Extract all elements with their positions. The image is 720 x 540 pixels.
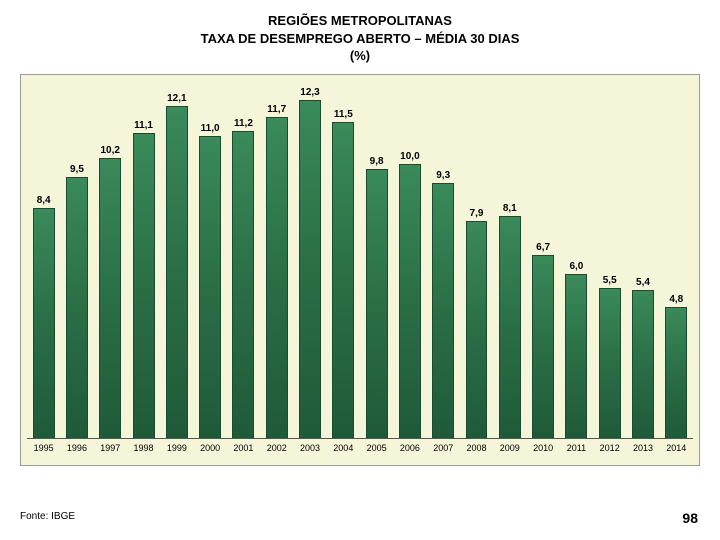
bar-wrap: 6,7: [526, 81, 559, 439]
bar: [466, 221, 488, 439]
bar-value-label: 4,8: [669, 294, 683, 305]
x-axis-label: 1996: [60, 443, 93, 461]
bar-wrap: 8,1: [493, 81, 526, 439]
bar: [33, 208, 55, 439]
x-axis-label: 2003: [293, 443, 326, 461]
x-axis-label: 2004: [327, 443, 360, 461]
x-axis-label: 1998: [127, 443, 160, 461]
bar-value-label: 10,2: [101, 145, 120, 156]
x-axis-label: 2000: [193, 443, 226, 461]
bar: [432, 183, 454, 439]
bar: [99, 158, 121, 439]
bar-value-label: 6,0: [569, 261, 583, 272]
x-axis-label: 1997: [94, 443, 127, 461]
bar-value-label: 10,0: [400, 151, 419, 162]
bar-value-label: 12,3: [300, 87, 319, 98]
bar-value-label: 5,4: [636, 277, 650, 288]
plot-region: 8,4 9,5 10,2 11,1 12,1 11,0 11,2 11,7 12,3 11,5 9,…: [27, 81, 693, 439]
bar-wrap: 12,1: [160, 81, 193, 439]
bar-value-label: 9,3: [436, 170, 450, 181]
x-axis-label: 1999: [160, 443, 193, 461]
bar-wrap: 4,8: [660, 81, 693, 439]
x-axis-label: 2012: [593, 443, 626, 461]
x-axis-label: 2006: [393, 443, 426, 461]
bar-wrap: 12,3: [293, 81, 326, 439]
x-axis-label: 2010: [526, 443, 559, 461]
x-axis-label: 2009: [493, 443, 526, 461]
bar-wrap: 7,9: [460, 81, 493, 439]
bar: [166, 106, 188, 439]
x-axis-label: 2014: [660, 443, 693, 461]
title-line-3: (%): [0, 47, 720, 65]
x-axis-label: 2001: [227, 443, 260, 461]
bar-wrap: 11,5: [327, 81, 360, 439]
bar-value-label: 8,1: [503, 203, 517, 214]
bar: [266, 117, 288, 439]
bar: [499, 216, 521, 439]
x-axis-label: 2008: [460, 443, 493, 461]
bar-value-label: 11,7: [267, 104, 286, 115]
bar-wrap: 5,5: [593, 81, 626, 439]
bar-value-label: 12,1: [167, 93, 186, 104]
bar-value-label: 11,0: [201, 123, 220, 134]
bar-value-label: 9,8: [370, 156, 384, 167]
bar-value-label: 5,5: [603, 275, 617, 286]
source-text: Fonte: IBGE: [20, 511, 75, 522]
bar: [599, 288, 621, 439]
bar-wrap: 9,5: [60, 81, 93, 439]
bar: [133, 133, 155, 439]
x-axis-label: 2013: [626, 443, 659, 461]
bars-container: 8,4 9,5 10,2 11,1 12,1 11,0 11,2 11,7 12,3 11,5 9,…: [27, 81, 693, 439]
bar-wrap: 10,0: [393, 81, 426, 439]
bar-value-label: 11,2: [234, 118, 253, 129]
bar: [665, 307, 687, 439]
bar-value-label: 9,5: [70, 164, 84, 175]
x-axis-label: 2005: [360, 443, 393, 461]
bar: [66, 177, 88, 439]
bar-wrap: 8,4: [27, 81, 60, 439]
bar-value-label: 6,7: [536, 242, 550, 253]
bar: [366, 169, 388, 439]
bar-value-label: 8,4: [37, 195, 51, 206]
x-axis-label: 2002: [260, 443, 293, 461]
bar-wrap: 9,3: [427, 81, 460, 439]
chart-title: REGIÕES METROPOLITANAS TAXA DE DESEMPREG…: [0, 0, 720, 65]
title-line-1: REGIÕES METROPOLITANAS: [0, 12, 720, 30]
page-number: 98: [682, 510, 698, 526]
x-axis-baseline: [27, 438, 693, 439]
bar-wrap: 10,2: [94, 81, 127, 439]
bar: [232, 131, 254, 439]
bar-wrap: 11,0: [193, 81, 226, 439]
x-axis-label: 1995: [27, 443, 60, 461]
bar: [332, 122, 354, 439]
x-axis-labels: 1995199619971998199920002001200220032004…: [27, 443, 693, 461]
bar: [399, 164, 421, 439]
bar-wrap: 11,7: [260, 81, 293, 439]
bar-value-label: 7,9: [470, 208, 484, 219]
bar: [199, 136, 221, 439]
bar-wrap: 9,8: [360, 81, 393, 439]
bar-wrap: 11,1: [127, 81, 160, 439]
bar-wrap: 6,0: [560, 81, 593, 439]
x-axis-label: 2011: [560, 443, 593, 461]
bar: [532, 255, 554, 440]
bar: [565, 274, 587, 439]
bar-value-label: 11,1: [134, 120, 153, 131]
bar-wrap: 5,4: [626, 81, 659, 439]
x-axis-label: 2007: [427, 443, 460, 461]
title-line-2: TAXA DE DESEMPREGO ABERTO – MÉDIA 30 DIA…: [0, 30, 720, 48]
bar-wrap: 11,2: [227, 81, 260, 439]
bar-value-label: 11,5: [334, 109, 353, 120]
bar: [632, 290, 654, 439]
bar: [299, 100, 321, 439]
chart-area: 8,4 9,5 10,2 11,1 12,1 11,0 11,2 11,7 12,3 11,5 9,…: [20, 74, 700, 466]
